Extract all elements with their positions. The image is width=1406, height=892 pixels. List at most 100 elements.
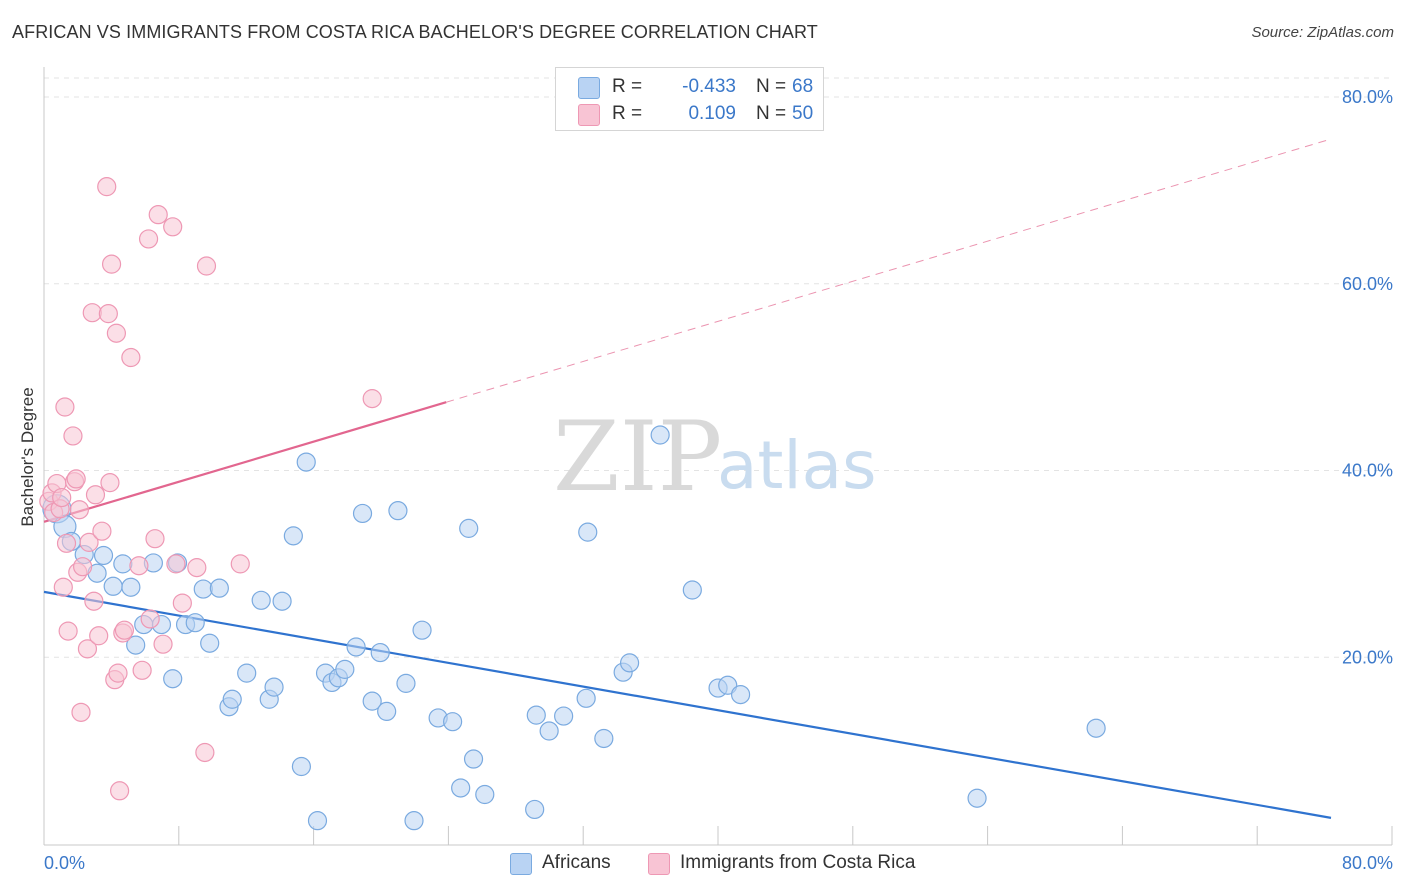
african-point — [264, 677, 284, 697]
costa-rica-point — [172, 593, 192, 613]
watermark-atlas: atlas — [717, 427, 877, 504]
trend-lines — [43, 138, 1332, 819]
african-point — [526, 705, 546, 725]
africans-swatch — [510, 853, 532, 875]
african-point — [103, 576, 123, 596]
costa-rica-point — [187, 558, 207, 578]
costa-rica-point — [89, 626, 109, 646]
costa-rica-point — [84, 591, 104, 611]
african-point — [352, 503, 373, 524]
african-point — [443, 712, 463, 732]
n-label: N = — [756, 76, 787, 97]
costa-rica-point — [97, 177, 117, 197]
costa-rica-point — [52, 487, 72, 508]
african-point — [200, 633, 220, 653]
costa-rica-point — [108, 663, 128, 683]
african-point — [554, 706, 574, 726]
african-point — [463, 749, 484, 769]
costa-rica-point — [166, 554, 186, 574]
african-point — [459, 518, 479, 538]
african-point — [388, 501, 408, 521]
african-point — [296, 452, 316, 472]
african-point — [126, 635, 146, 655]
african-point — [412, 620, 432, 640]
legend-label-costa-rica: Immigrants from Costa Rica — [680, 852, 916, 873]
costa-rica-swatch — [648, 853, 670, 875]
costa-rica-point — [69, 500, 89, 520]
x-tick-label: 0.0% — [44, 853, 85, 873]
costa-rica-point — [362, 389, 382, 409]
african-point — [967, 788, 987, 808]
african-point — [682, 580, 702, 600]
r-label: R = — [612, 76, 643, 97]
watermark-zip: ZIP — [553, 401, 722, 513]
african-point — [209, 578, 229, 598]
costa-rica-point — [121, 347, 141, 368]
costa-rica-point — [85, 485, 106, 505]
african-point — [121, 577, 141, 597]
costa-rica-point — [63, 426, 83, 446]
n-label: N = — [756, 103, 787, 124]
correlation-legend: R = -0.433 N = 68 R = 0.109 N = 50 — [555, 67, 824, 131]
african-point — [619, 653, 640, 673]
african-point — [185, 613, 205, 633]
costa-rica-point — [82, 303, 102, 323]
costa-rica-point — [100, 473, 120, 493]
african-point — [525, 799, 545, 820]
y-tick-label: 20.0% — [1342, 647, 1393, 667]
costa-rica-point — [163, 217, 183, 237]
african-point — [718, 675, 738, 695]
african-point — [377, 701, 397, 722]
african-point — [404, 811, 424, 831]
african-point — [222, 689, 242, 709]
costa-rica-point — [73, 557, 93, 577]
costa-rica-point — [77, 639, 98, 659]
source-label: Source: ZipAtlas.com — [1251, 24, 1394, 41]
costa-rica-point — [66, 469, 86, 489]
costa-rica-point — [79, 532, 99, 552]
african-point — [475, 784, 495, 805]
african-point — [578, 522, 598, 542]
costa-rica-point — [195, 742, 215, 763]
african-point — [283, 526, 303, 546]
legend-label-africans: Africans — [542, 852, 611, 873]
chart-title: AFRICAN VS IMMIGRANTS FROM COSTA RICA BA… — [12, 22, 818, 42]
african-point — [113, 554, 133, 574]
african-point — [650, 425, 670, 445]
african-point — [272, 591, 292, 611]
african-point — [370, 642, 390, 663]
african-point — [163, 669, 183, 689]
watermark: ZIP atlas — [553, 401, 877, 513]
costa-rica-point — [101, 254, 122, 274]
costa-rica-point — [148, 205, 168, 225]
african-point — [451, 778, 471, 798]
costa-rica-point — [132, 660, 152, 680]
x-tick-label: 80.0% — [1342, 853, 1393, 873]
costa-rica-point — [71, 702, 91, 722]
costa-rica-point — [230, 554, 250, 574]
y-tick-label: 60.0% — [1342, 274, 1393, 294]
african-point — [346, 637, 366, 657]
costa-rica-point — [92, 521, 112, 541]
african-point — [396, 673, 416, 693]
african-point — [93, 545, 114, 566]
costa-rica-point — [196, 256, 217, 276]
african-point — [193, 579, 213, 599]
african-point — [291, 756, 311, 777]
costa-rica-trend-extension — [446, 138, 1332, 403]
africans-swatch — [578, 77, 600, 99]
african-point — [539, 721, 559, 741]
african-point — [335, 659, 355, 679]
costa-rica-point — [56, 533, 77, 553]
costa-rica-point — [53, 577, 73, 597]
costa-rica-point — [98, 304, 118, 324]
costa-rica-point — [153, 634, 173, 654]
african-point — [576, 688, 596, 708]
african-point — [307, 811, 328, 831]
costa-rica-point — [114, 620, 135, 640]
r-label: R = — [612, 103, 643, 124]
costa-rica-trend-line — [43, 401, 447, 523]
costa-rica-point — [140, 609, 160, 629]
costa-rica-swatch — [578, 104, 600, 126]
